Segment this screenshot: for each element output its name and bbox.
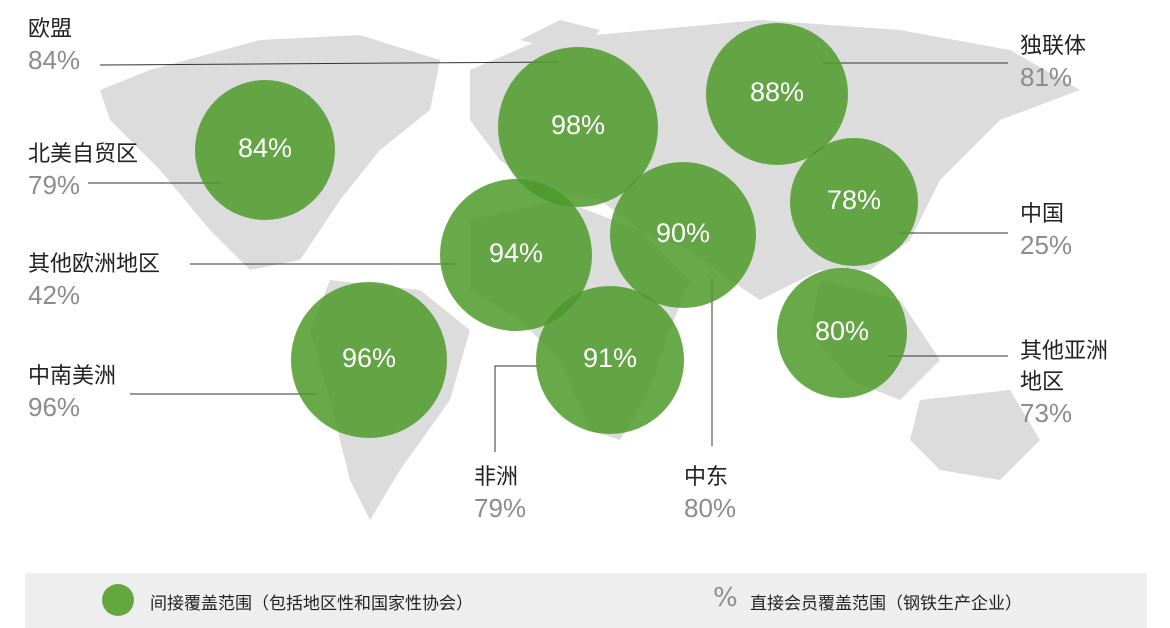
direct-label: 79% bbox=[474, 493, 527, 523]
legend-swatch bbox=[102, 584, 134, 616]
region-name: 中国 bbox=[1020, 202, 1065, 227]
region-label: 中国 25% bbox=[1020, 199, 1072, 261]
coverage-circle bbox=[291, 282, 447, 438]
indirect-label: 90% bbox=[656, 218, 710, 248]
coverage-circle bbox=[777, 268, 907, 398]
coverage-circle bbox=[790, 138, 918, 266]
region-name: 北美自贸区 bbox=[28, 142, 139, 167]
region-label: 中东 80% bbox=[684, 462, 736, 524]
coverage-circle bbox=[610, 162, 756, 308]
region-name: 非洲 bbox=[474, 465, 519, 490]
region-label: 其他亚洲地区 73% bbox=[1020, 336, 1120, 429]
region-name: 其他亚洲地区 bbox=[1020, 339, 1109, 395]
indirect-label: 84% bbox=[238, 133, 292, 163]
region-label: 北美自贸区 79% bbox=[28, 139, 138, 201]
direct-label: 79% bbox=[28, 170, 81, 200]
region-label: 中南美洲 96% bbox=[28, 361, 116, 423]
region-label: 非洲 79% bbox=[474, 462, 526, 524]
direct-label: 80% bbox=[684, 493, 737, 523]
region-name: 独联体 bbox=[1020, 34, 1087, 59]
coverage-circle bbox=[440, 179, 592, 331]
leader-line bbox=[99, 61, 559, 66]
region-name: 其他欧洲地区 bbox=[28, 252, 161, 277]
direct-label: 81% bbox=[1020, 62, 1073, 92]
coverage-circle bbox=[498, 47, 658, 207]
region-label: 其他欧洲地区 42% bbox=[28, 249, 160, 311]
region-name: 中东 bbox=[684, 465, 729, 490]
legend-text: 间接覆盖范围（包括地区性和国家性协会） bbox=[150, 594, 473, 614]
legend-symbol: % bbox=[713, 583, 738, 613]
direct-label: 96% bbox=[28, 392, 81, 422]
direct-label: 25% bbox=[1020, 230, 1073, 260]
coverage-circle bbox=[706, 23, 848, 165]
coverage-circle bbox=[195, 80, 335, 220]
direct-label: 84% bbox=[28, 45, 81, 75]
region-label: 欧盟 84% bbox=[28, 14, 80, 76]
indirect-label: 78% bbox=[827, 185, 881, 215]
direct-label: 73% bbox=[1020, 398, 1073, 428]
region-label: 独联体 81% bbox=[1020, 31, 1086, 93]
indirect-label: 94% bbox=[489, 238, 543, 268]
circles: 98% 84% 94% 96% 91% 90% 88% 78% 80% bbox=[195, 23, 918, 438]
indirect-label: 91% bbox=[583, 343, 637, 373]
region-name: 中南美洲 bbox=[28, 364, 117, 389]
indirect-label: 98% bbox=[551, 110, 605, 140]
region-name: 欧盟 bbox=[28, 17, 73, 42]
indirect-label: 88% bbox=[750, 77, 804, 107]
legend: 间接覆盖范围（包括地区性和国家性协会） % 直接会员覆盖范围（钢铁生产企业） bbox=[25, 573, 1147, 628]
direct-label: 42% bbox=[28, 280, 81, 310]
leader-lines bbox=[88, 61, 1008, 452]
coverage-circle bbox=[536, 286, 684, 434]
indirect-label: 80% bbox=[815, 316, 869, 346]
indirect-label: 96% bbox=[342, 343, 396, 373]
legend-text: 直接会员覆盖范围（钢铁生产企业） bbox=[750, 594, 1022, 614]
leader-line bbox=[494, 365, 540, 452]
